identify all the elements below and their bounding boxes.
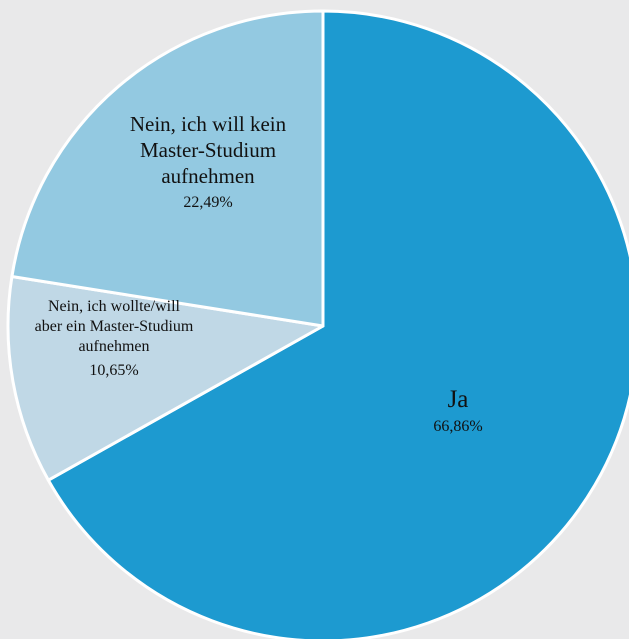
slice-label-3: Nein, ich will keinMaster-Studiumaufnehm… — [130, 112, 287, 211]
slice-value-label: 10,65% — [89, 362, 138, 379]
pie-slice-2 — [6, 275, 325, 482]
slice-label-1: Ja 66,86% — [433, 386, 482, 435]
pie-slice-1 — [46, 9, 629, 639]
slice-value-label: 66,86% — [433, 418, 482, 435]
slice-label-line: aufnehmen — [78, 338, 149, 355]
pie-slice-3 — [10, 9, 325, 328]
slice-label-line: Ja — [448, 386, 469, 413]
slice-label-line: Nein, ich will kein — [130, 112, 287, 136]
slice-label-line: aufnehmen — [161, 164, 255, 188]
slice-label-line: aber ein Master-Studium — [35, 318, 194, 335]
slice-label-2: Nein, ich wollte/will aber ein Master-Stu… — [35, 298, 194, 379]
slice-label-line: Nein, ich wollte/will — [48, 298, 181, 315]
slice-label-line: Master-Studium — [140, 138, 276, 162]
slice-value-label: 22,49% — [183, 194, 232, 211]
